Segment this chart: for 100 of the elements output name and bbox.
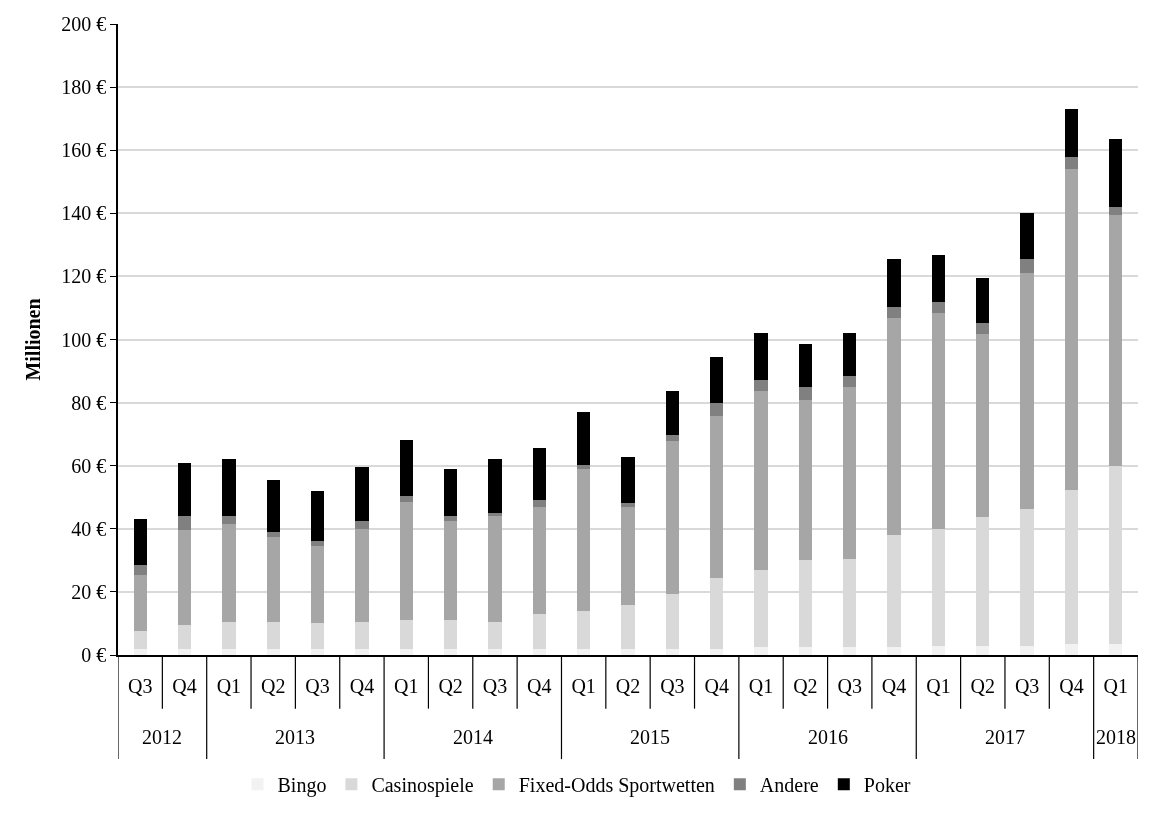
bar [310,648,325,655]
bar [887,307,901,319]
bar [621,648,635,655]
bar [266,648,280,655]
x-tick-label: Q2 [793,674,818,697]
x-tick-label: Q2 [970,674,996,697]
bar [532,506,546,614]
bar [488,516,502,622]
x-tick-label: Q1 [571,674,596,697]
bar [621,457,635,503]
bar [177,530,192,626]
legend-label: Casinospiele [371,774,474,798]
text: 2018 [1096,726,1136,748]
bar [976,277,990,323]
bar [488,648,502,655]
x-tick-label: Q2 [438,674,463,697]
bar [665,440,679,594]
legend-label: Andere [759,774,819,797]
bar [399,648,413,655]
bar [710,416,724,579]
bar [665,593,679,649]
x-tick-label: Q3 [482,674,508,697]
x-tick-label: Q3 [660,674,685,697]
bar [754,390,768,571]
bar [710,648,724,655]
bar [443,648,458,655]
bar [266,531,280,537]
x-tick-label: Q1 [1103,674,1129,697]
bar [310,623,325,649]
bar [1020,259,1034,274]
bar [532,448,546,501]
bar [1109,206,1123,215]
bar [222,524,236,622]
bar [665,390,679,436]
bar [798,343,813,388]
bar [1020,273,1034,509]
x-tick-label: Q4 [881,674,907,697]
bar [931,313,946,530]
y-axis-title: Millionen [22,298,45,381]
bar [443,520,458,621]
bar [310,490,325,542]
text: 2012 [142,726,182,748]
bar [1064,108,1079,158]
bar [222,459,236,517]
bar [488,459,502,514]
bar [931,302,946,313]
bar [1020,645,1034,655]
y-tick-label: 140 € [61,202,107,225]
legend-label: Poker [863,774,911,797]
bar [532,648,546,655]
text: 2017 [985,726,1025,748]
x-tick-label: Q4 [704,674,729,697]
y-tick-label: 0 € [81,644,107,666]
bar [266,536,280,622]
bar [266,621,280,649]
bar [798,647,813,655]
legend-label: Fixed-Odds Sportwetten [518,774,715,798]
bar [443,620,458,649]
bar [133,574,147,632]
bar [177,462,192,517]
x-tick-label: Q3 [305,674,330,697]
x-tick-label: Q4 [1059,674,1084,697]
bar [577,611,591,649]
y-tick-label: 20 € [71,580,107,603]
bar [399,620,413,649]
bar [310,541,325,547]
bar [843,647,857,655]
bar [887,259,901,308]
bar [754,647,768,655]
bar [1020,212,1034,260]
bar [887,318,901,535]
text: 2015 [630,726,670,748]
text: 2016 [808,726,848,748]
x-tick-label: Q2 [615,674,641,697]
bar [931,254,946,303]
bar [621,502,635,508]
bar [355,520,369,529]
bar [532,500,546,507]
bar [177,625,192,649]
bar [665,435,679,441]
y-tick-label: 40 € [71,517,107,540]
bar [976,333,990,517]
bar [310,546,325,624]
bar [1064,168,1079,490]
bar [1109,214,1123,467]
bar [355,528,369,622]
bar [976,645,990,655]
bar [177,648,192,655]
bar [488,513,502,517]
bar [577,648,591,655]
x-tick-label: Q2 [260,674,286,697]
bar [222,621,236,649]
y-tick-label: 60 € [71,454,107,477]
bar [621,507,635,605]
bar [931,645,946,655]
bar [399,495,413,502]
bar [177,516,192,531]
bar [754,379,768,391]
bar [222,516,236,525]
bar [355,621,369,649]
